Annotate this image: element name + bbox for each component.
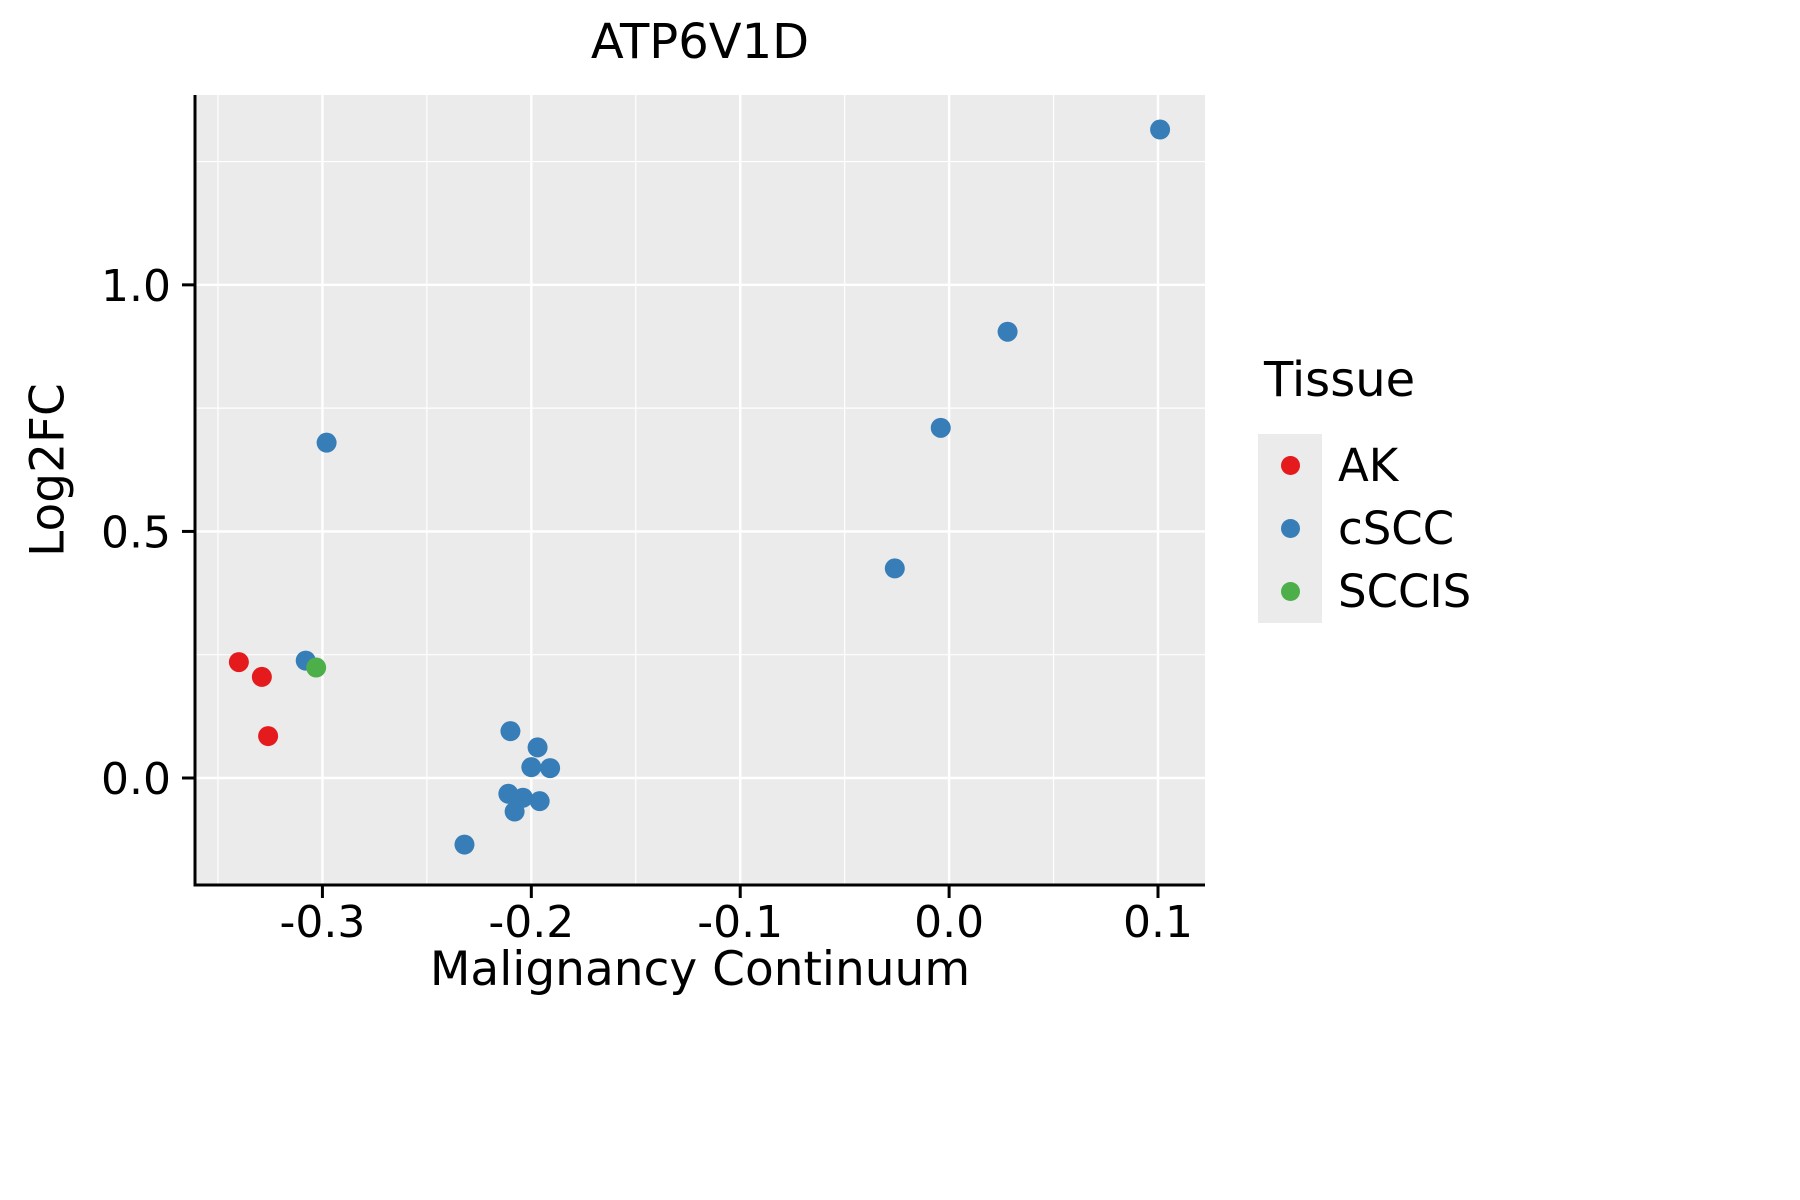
legend-dot-cscc xyxy=(1280,519,1300,538)
legend: Tissue AK cSCC SCCIS xyxy=(1258,352,1471,623)
plot-panel xyxy=(195,95,1205,885)
data-point-cscc xyxy=(521,757,542,778)
legend-key-cscc xyxy=(1258,497,1322,560)
y-tick-label: 0.5 xyxy=(101,507,171,558)
data-point-cscc xyxy=(454,834,475,855)
legend-label-sccis: SCCIS xyxy=(1338,565,1472,618)
legend-title: Tissue xyxy=(1264,352,1416,408)
x-axis-title: Malignancy Continuum xyxy=(429,942,971,997)
data-point-cscc xyxy=(997,321,1018,342)
legend-key-ak xyxy=(1258,434,1322,497)
data-point-cscc xyxy=(884,558,905,579)
data-point-ak xyxy=(228,652,249,673)
chart-title: ATP6V1D xyxy=(590,14,810,70)
data-point-cscc xyxy=(504,801,525,822)
y-tick-label: 1.0 xyxy=(101,261,171,312)
x-tick-label: -0.1 xyxy=(697,897,783,948)
y-tick-label: 0.0 xyxy=(101,754,171,805)
legend-label-cscc: cSCC xyxy=(1338,502,1455,555)
x-tick-label: 0.0 xyxy=(914,897,984,948)
legend-dot-sccis xyxy=(1280,582,1300,601)
x-tick-label: -0.2 xyxy=(488,897,574,948)
legend-key-sccis xyxy=(1258,560,1322,623)
data-point-sccis xyxy=(306,657,327,678)
legend-item-sccis: SCCIS xyxy=(1258,560,1471,623)
legend-item-ak: AK xyxy=(1258,434,1471,497)
data-point-cscc xyxy=(1150,119,1171,140)
data-point-cscc xyxy=(527,737,548,758)
data-point-cscc xyxy=(930,417,951,438)
y-axis-title: Log2FC xyxy=(20,383,76,557)
data-point-cscc xyxy=(529,791,550,812)
x-tick-label: -0.3 xyxy=(279,897,365,948)
data-point-cscc xyxy=(540,758,561,779)
data-point-cscc xyxy=(316,432,337,453)
data-point-ak xyxy=(251,666,272,687)
x-tick-label: 0.1 xyxy=(1123,897,1193,948)
data-point-cscc xyxy=(500,721,521,742)
legend-item-cscc: cSCC xyxy=(1258,497,1471,560)
legend-label-ak: AK xyxy=(1338,439,1399,492)
legend-dot-ak xyxy=(1280,456,1300,475)
data-point-ak xyxy=(258,726,279,747)
